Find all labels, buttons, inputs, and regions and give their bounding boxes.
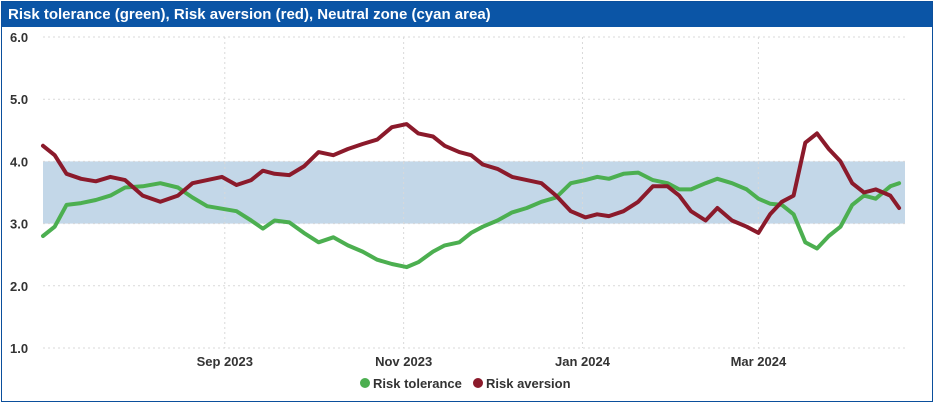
series-line-risk-tolerance [41,170,902,270]
y-tick-label: 3.0 [10,217,28,232]
neutral-zone-band [43,161,905,224]
legend-label-risk-aversion: Risk aversion [486,376,571,391]
x-tick-label: Mar 2024 [731,354,787,369]
chart-title: Risk tolerance (green), Risk aversion (r… [2,2,932,27]
series-line-risk-aversion [41,122,902,235]
y-tick-label: 2.0 [10,279,28,294]
y-tick-label: 4.0 [10,154,28,169]
legend-label-risk-tolerance: Risk tolerance [373,376,462,391]
legend-marker-risk-aversion [473,378,483,388]
legend-marker-risk-tolerance [360,378,370,388]
y-tick-label: 6.0 [10,30,28,45]
x-tick-label: Nov 2023 [375,354,432,369]
x-tick-label: Jan 2024 [555,354,611,369]
y-tick-label: 1.0 [10,341,28,356]
y-tick-label: 5.0 [10,92,28,107]
x-tick-label: Sep 2023 [197,354,253,369]
